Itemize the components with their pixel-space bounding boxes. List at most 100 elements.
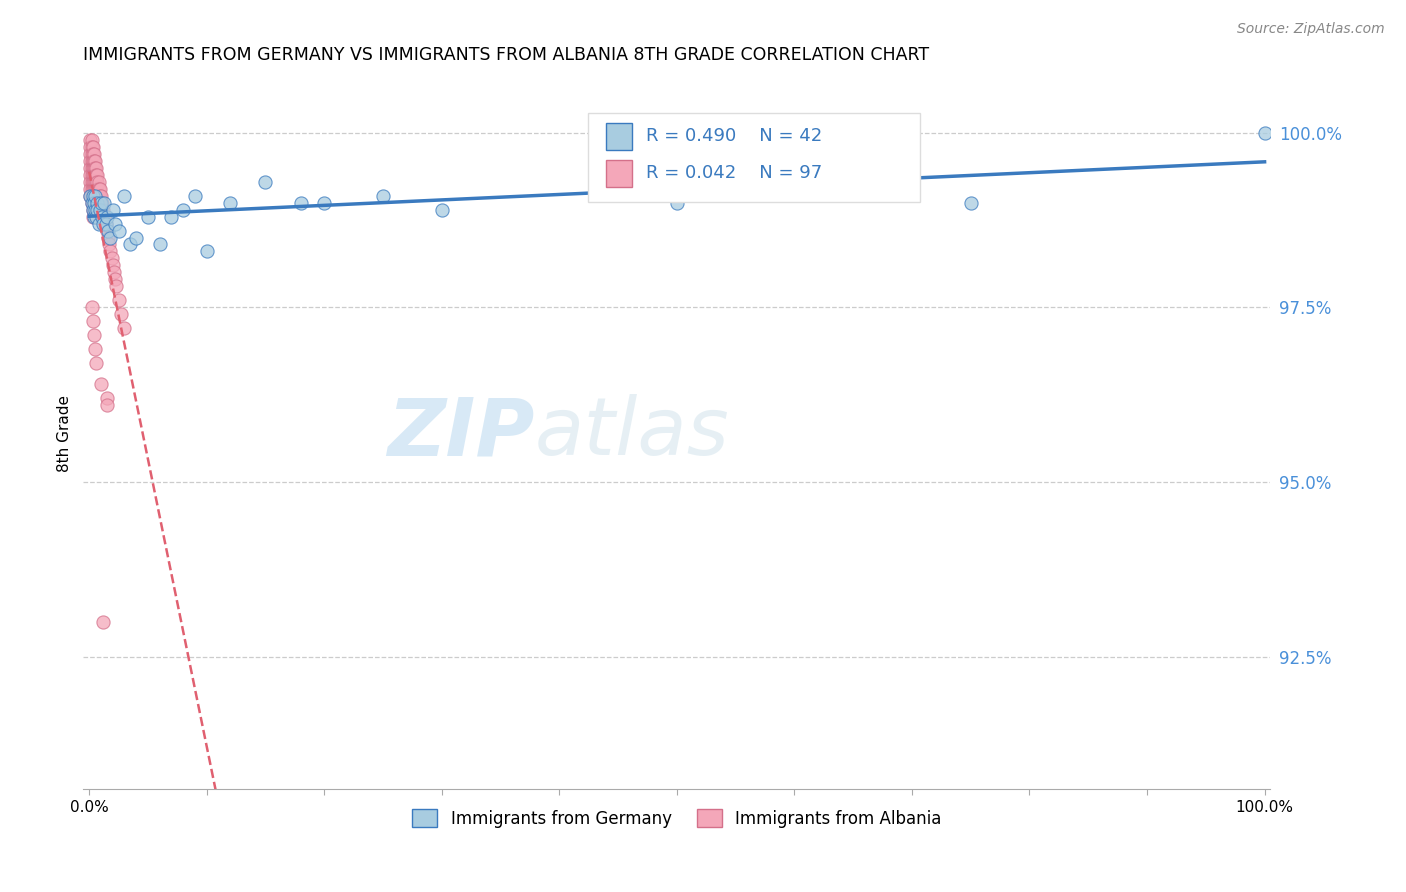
- Point: [83, 195, 105, 210]
- Point: [79, 139, 101, 153]
- Point: [430, 202, 453, 217]
- Point: [80, 133, 103, 147]
- Point: [91, 210, 114, 224]
- Point: [91, 210, 114, 224]
- Point: [96, 398, 118, 412]
- Point: [84, 161, 107, 175]
- Point: [79, 161, 101, 175]
- Point: [107, 293, 129, 308]
- Point: [90, 202, 112, 217]
- Point: [90, 188, 112, 202]
- Point: [86, 195, 108, 210]
- Point: [79, 146, 101, 161]
- Point: [82, 168, 104, 182]
- Point: [84, 168, 107, 182]
- Point: [96, 223, 118, 237]
- Point: [97, 223, 120, 237]
- Point: [86, 202, 108, 217]
- Point: [82, 153, 104, 168]
- Point: [104, 217, 127, 231]
- Point: [82, 195, 104, 210]
- Point: [91, 195, 114, 210]
- Point: [83, 195, 105, 210]
- Point: [82, 202, 104, 217]
- Point: [110, 307, 132, 321]
- Point: [314, 195, 336, 210]
- Text: R = 0.490    N = 42: R = 0.490 N = 42: [645, 127, 823, 145]
- Point: [103, 265, 125, 279]
- Point: [149, 237, 172, 252]
- Point: [84, 195, 107, 210]
- Point: [665, 195, 688, 210]
- Point: [86, 195, 108, 210]
- Point: [83, 181, 105, 195]
- Point: [79, 188, 101, 202]
- Point: [80, 175, 103, 189]
- Point: [97, 230, 120, 244]
- Point: [80, 153, 103, 168]
- Point: [96, 210, 118, 224]
- Point: [84, 181, 107, 195]
- Point: [84, 188, 107, 202]
- Point: [86, 188, 108, 202]
- Point: [80, 161, 103, 175]
- Point: [84, 161, 107, 175]
- Point: [959, 195, 981, 210]
- Point: [80, 146, 103, 161]
- Point: [80, 301, 103, 315]
- Point: [83, 210, 105, 224]
- Point: [83, 168, 105, 182]
- Point: [1253, 126, 1275, 140]
- Point: [82, 314, 104, 328]
- Text: atlas: atlas: [534, 394, 730, 472]
- Text: R = 0.042    N = 97: R = 0.042 N = 97: [645, 164, 823, 182]
- Point: [82, 139, 104, 153]
- Point: [82, 175, 104, 189]
- Point: [80, 168, 103, 182]
- Point: [93, 195, 115, 210]
- Point: [107, 223, 129, 237]
- Point: [101, 202, 124, 217]
- Point: [79, 168, 101, 182]
- Point: [84, 168, 107, 182]
- Point: [87, 175, 110, 189]
- Point: [104, 272, 127, 286]
- Point: [89, 181, 111, 195]
- Point: [82, 146, 104, 161]
- Point: [83, 161, 105, 175]
- Point: [87, 188, 110, 202]
- Point: [84, 175, 107, 189]
- Bar: [606, 161, 631, 187]
- Point: [84, 153, 107, 168]
- Point: [219, 195, 242, 210]
- Point: [80, 181, 103, 195]
- Point: [80, 188, 103, 202]
- Point: [86, 168, 108, 182]
- Point: [93, 210, 115, 224]
- Point: [80, 195, 103, 210]
- Point: [184, 188, 207, 202]
- Point: [84, 343, 107, 357]
- Text: ZIP: ZIP: [387, 394, 534, 472]
- Bar: [606, 123, 631, 150]
- Point: [83, 153, 105, 168]
- Point: [80, 139, 103, 153]
- Y-axis label: 8th Grade: 8th Grade: [58, 394, 72, 472]
- Point: [125, 230, 148, 244]
- Point: [105, 279, 128, 293]
- Point: [87, 202, 110, 217]
- Point: [83, 328, 105, 343]
- Point: [83, 175, 105, 189]
- Point: [94, 217, 117, 231]
- Point: [86, 181, 108, 195]
- Point: [91, 217, 114, 231]
- Point: [80, 195, 103, 210]
- Point: [254, 175, 277, 189]
- Point: [91, 202, 114, 217]
- Point: [371, 188, 394, 202]
- Point: [79, 153, 101, 168]
- Point: [82, 188, 104, 202]
- Point: [79, 181, 101, 195]
- Point: [83, 146, 105, 161]
- Text: IMMIGRANTS FROM GERMANY VS IMMIGRANTS FROM ALBANIA 8TH GRADE CORRELATION CHART: IMMIGRANTS FROM GERMANY VS IMMIGRANTS FR…: [83, 46, 929, 64]
